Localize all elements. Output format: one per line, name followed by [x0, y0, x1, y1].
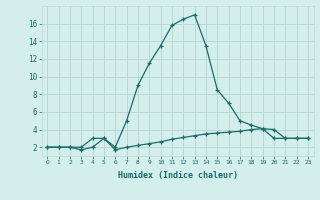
X-axis label: Humidex (Indice chaleur): Humidex (Indice chaleur): [118, 171, 237, 180]
